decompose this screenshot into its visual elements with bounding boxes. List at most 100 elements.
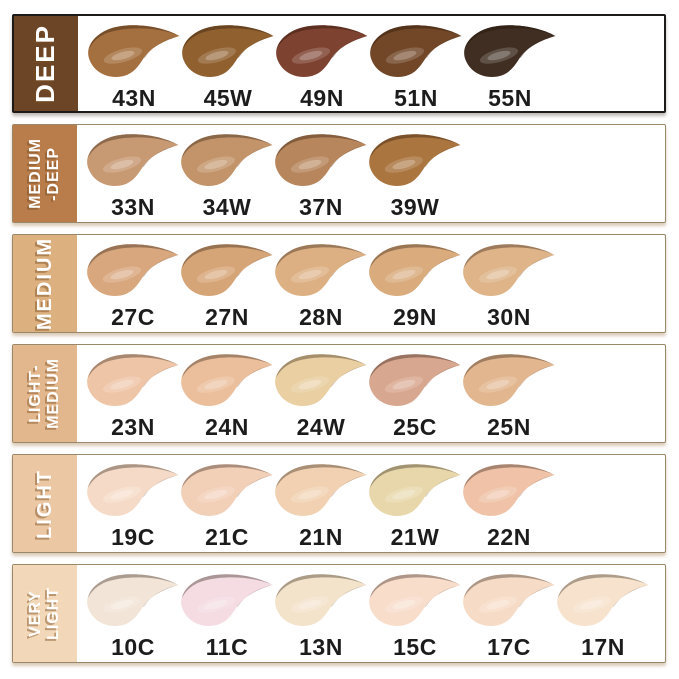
smear-shape-icon xyxy=(275,244,367,296)
shade-code-label: 49N xyxy=(300,85,344,111)
foundation-swatch-smear xyxy=(81,242,185,299)
foundation-swatch-smear xyxy=(175,462,279,519)
shade-code-label: 29N xyxy=(393,304,437,330)
foundation-swatch-smear xyxy=(363,572,467,629)
shade-code-label: 25N xyxy=(487,414,531,440)
smear-shape-icon xyxy=(369,574,461,626)
category-panel: MEDIUM -DEEP xyxy=(13,125,77,222)
shade-code-label: 43N xyxy=(112,85,156,111)
foundation-swatch-smear xyxy=(175,572,279,629)
foundation-swatch-smear xyxy=(363,352,467,409)
swatch-strip: 10C 11C 13N 15C 17C 17N xyxy=(77,565,665,662)
category-panel: LIGHT xyxy=(13,455,77,552)
swatch-strip: 27C 27N 28N 29N 30N xyxy=(77,235,665,332)
smear-shape-icon xyxy=(87,244,179,296)
foundation-swatch-smear xyxy=(457,352,561,409)
shade-code-label: 33N xyxy=(111,194,155,220)
foundation-swatch-smear xyxy=(81,132,185,189)
category-label: DEEP xyxy=(30,24,61,103)
category-label: MEDIUM -DEEP xyxy=(27,138,62,209)
category-label: MEDIUM xyxy=(33,236,56,331)
smear-shape-icon xyxy=(182,25,274,77)
smear-shape-icon xyxy=(181,464,273,516)
foundation-swatch-smear xyxy=(551,572,655,629)
smear-shape-icon xyxy=(369,134,461,186)
smear-shape-icon xyxy=(181,574,273,626)
shade-row-medium-deep: MEDIUM -DEEP 33N 34W 37N 39W xyxy=(12,124,666,223)
foundation-swatch-smear xyxy=(269,242,373,299)
shade-code-label: 13N xyxy=(299,634,343,660)
shade-code-label: 55N xyxy=(488,85,532,111)
smear-shape-icon xyxy=(275,464,367,516)
shade-code-label: 11C xyxy=(205,634,249,660)
shade-code-label: 23N xyxy=(111,414,155,440)
shade-code-label: 17N xyxy=(581,634,625,660)
smear-shape-icon xyxy=(87,134,179,186)
shade-code-label: 22N xyxy=(487,524,531,550)
smear-shape-icon xyxy=(463,464,555,516)
foundation-swatch-smear xyxy=(457,572,561,629)
swatch-strip: 33N 34W 37N 39W xyxy=(77,125,665,222)
smear-shape-icon xyxy=(275,574,367,626)
shade-row-medium: MEDIUM 27C 27N 28N 29N 30N xyxy=(12,234,666,333)
swatch-strip: 43N 45W 49N 51N 55N xyxy=(78,16,664,111)
smear-shape-icon xyxy=(369,464,461,516)
foundation-swatch-smear xyxy=(363,462,467,519)
shade-code-label: 51N xyxy=(394,85,438,111)
smear-shape-icon xyxy=(275,134,367,186)
foundation-swatch-smear xyxy=(363,242,467,299)
category-label: LIGHT- MEDIUM xyxy=(27,358,62,429)
foundation-swatch-smear xyxy=(269,572,373,629)
shade-code-label: 39W xyxy=(390,194,440,220)
smear-shape-icon xyxy=(463,354,555,406)
shade-code-label: 21W xyxy=(390,524,440,550)
foundation-swatch-smear xyxy=(458,23,562,80)
swatch-strip: 19C 21C 21N 21W 22N xyxy=(77,455,665,552)
category-panel: VERY LIGHT xyxy=(13,565,77,662)
shade-code-label: 19C xyxy=(111,524,155,550)
smear-shape-icon xyxy=(181,354,273,406)
foundation-swatch-smear xyxy=(269,352,373,409)
shade-row-light-medium: LIGHT- MEDIUM 23N 24N 24W 25C 25N xyxy=(12,344,666,443)
smear-shape-icon xyxy=(369,244,461,296)
foundation-swatch-smear xyxy=(457,462,561,519)
smear-shape-icon xyxy=(88,25,180,77)
category-panel: MEDIUM xyxy=(13,235,77,332)
category-panel: LIGHT- MEDIUM xyxy=(13,345,77,442)
foundation-swatch-smear xyxy=(175,242,279,299)
smear-shape-icon xyxy=(276,25,368,77)
category-panel: DEEP xyxy=(14,16,78,111)
swatch-strip: 23N 24N 24W 25C 25N xyxy=(77,345,665,442)
category-label: LIGHT xyxy=(33,468,56,539)
shade-code-label: 27N xyxy=(205,304,249,330)
shade-code-label: 21C xyxy=(205,524,249,550)
foundation-swatch-smear xyxy=(364,23,468,80)
smear-shape-icon xyxy=(87,464,179,516)
shade-row-light: LIGHT 19C 21C 21N 21W 22N xyxy=(12,454,666,553)
smear-shape-icon xyxy=(275,354,367,406)
foundation-swatch-smear xyxy=(175,132,279,189)
foundation-swatch-smear xyxy=(176,23,280,80)
smear-shape-icon xyxy=(87,354,179,406)
shade-code-label: 30N xyxy=(487,304,531,330)
shade-row-deep: DEEP 43N 45W 49N 51N 55N xyxy=(12,14,666,113)
shade-code-label: 27C xyxy=(111,304,155,330)
smear-shape-icon xyxy=(464,25,556,77)
shade-code-label: 45W xyxy=(203,85,253,111)
smear-shape-icon xyxy=(557,574,649,626)
shade-code-label: 24W xyxy=(296,414,346,440)
shade-row-very-light: VERY LIGHT 10C 11C 13N 15C 17C 17N xyxy=(12,564,666,663)
foundation-swatch-smear xyxy=(81,352,185,409)
shade-code-label: 34W xyxy=(202,194,252,220)
foundation-swatch-smear xyxy=(82,23,186,80)
smear-shape-icon xyxy=(181,134,273,186)
shade-code-label: 37N xyxy=(299,194,343,220)
shade-code-label: 28N xyxy=(299,304,343,330)
smear-shape-icon xyxy=(369,354,461,406)
foundation-swatch-smear xyxy=(81,572,185,629)
shade-code-label: 25C xyxy=(393,414,437,440)
smear-shape-icon xyxy=(370,25,462,77)
foundation-swatch-smear xyxy=(81,462,185,519)
shade-code-label: 15C xyxy=(393,634,437,660)
